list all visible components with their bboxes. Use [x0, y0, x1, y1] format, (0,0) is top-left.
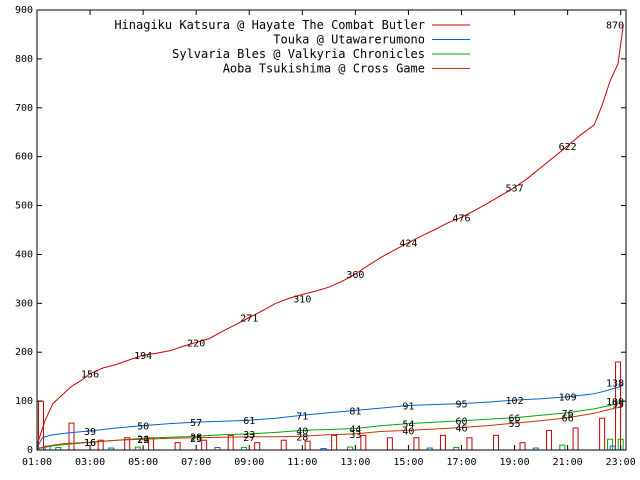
y-tick-label: 800	[15, 54, 33, 65]
data-label: 39	[84, 427, 96, 438]
bar-mark	[466, 437, 473, 451]
data-label: 622	[559, 142, 577, 153]
y-tick-label: 100	[15, 396, 33, 407]
legend-label: Hinagiku Katsura @ Hayate The Combat But…	[114, 18, 425, 32]
bar-mark	[386, 437, 393, 451]
data-label: 95	[612, 400, 624, 411]
data-label: 194	[134, 351, 152, 362]
y-tick-label: 500	[15, 201, 33, 212]
x-tick-label: 11:00	[287, 457, 317, 468]
x-tick-label: 13:00	[340, 457, 370, 468]
data-label: 28	[190, 432, 202, 443]
y-tick-label: 900	[15, 5, 33, 16]
data-label: 60	[455, 417, 467, 428]
data-label: 537	[506, 183, 524, 194]
bar-mark	[519, 442, 526, 451]
data-label: 102	[506, 396, 524, 407]
legend-label: Aoba Tsukishima @ Cross Game	[223, 62, 425, 76]
x-axis: 01:00 03:00 05:00 07:00 09:00 11:00 13:00 15:00…	[22, 10, 636, 468]
bar-mark	[360, 434, 367, 451]
data-label: 870	[606, 21, 624, 32]
data-labels-layer: 156 194 220 271 310 360 424 476 537 622 870 39 50 57 6…	[81, 21, 624, 450]
series-line	[36, 403, 624, 449]
bar-mark	[439, 434, 446, 451]
bar-mark	[572, 427, 579, 451]
y-tick-label: 0	[27, 445, 33, 456]
bar-mark	[280, 439, 287, 451]
data-label: 25	[190, 434, 202, 445]
data-label: 71	[296, 411, 308, 422]
data-label: 61	[243, 416, 255, 427]
data-label: 55	[509, 419, 521, 430]
bar-mark	[559, 444, 566, 451]
data-label: 66	[562, 414, 574, 425]
data-label: 40	[296, 426, 308, 437]
x-tick-label: 17:00	[446, 457, 476, 468]
data-label: 220	[187, 338, 205, 349]
data-label: 54	[402, 420, 414, 431]
data-label: 156	[81, 370, 99, 381]
legend: Hinagiku Katsura @ Hayate The Combat But…	[114, 18, 470, 76]
data-label: 46	[455, 424, 467, 435]
x-tick-label: 09:00	[234, 457, 264, 468]
data-label: 22	[137, 435, 149, 446]
bars-layer	[37, 361, 624, 451]
bar-mark	[599, 417, 606, 451]
data-label: 138	[606, 379, 624, 390]
data-label: 40	[402, 426, 414, 437]
data-label: 16	[84, 438, 96, 449]
y-tick-label: 200	[15, 347, 33, 358]
legend-label: Touka @ Utawarerumono	[273, 33, 425, 47]
data-label: 16	[84, 438, 96, 449]
bar-mark	[68, 422, 75, 451]
series-line	[36, 382, 624, 448]
y-tick-label: 700	[15, 103, 33, 114]
x-tick-label: 07:00	[181, 457, 211, 468]
data-label: 100	[606, 397, 624, 408]
data-label: 66	[509, 414, 521, 425]
data-label: 476	[452, 213, 470, 224]
x-tick-label: 05:00	[128, 457, 158, 468]
y-tick-label: 300	[15, 298, 33, 309]
bar-mark	[148, 437, 155, 451]
x-tick-label: 23:00	[606, 457, 636, 468]
data-label: 28	[296, 432, 308, 443]
y-axis: 0 100 200 300 400 500 600 700 800 900	[15, 5, 626, 456]
data-label: 50	[137, 422, 149, 433]
data-label: 76	[562, 409, 574, 420]
data-label: 27	[243, 433, 255, 444]
lines-layer	[36, 24, 624, 450]
bar-mark	[546, 429, 553, 451]
bar-mark	[254, 442, 261, 451]
data-label: 24	[137, 434, 149, 445]
series-line	[36, 24, 624, 446]
legend-label: Sylvaria Bles @ Valkyria Chronicles	[172, 47, 425, 61]
x-tick-label: 21:00	[553, 457, 583, 468]
bar-mark	[174, 442, 181, 451]
y-tick-label: 400	[15, 249, 33, 260]
bar-mark	[492, 434, 499, 451]
bar-mark	[331, 434, 338, 451]
data-label: 360	[346, 270, 364, 281]
x-tick-label: 03:00	[75, 457, 105, 468]
data-label: 33	[243, 430, 255, 441]
data-label: 44	[349, 424, 361, 435]
x-tick-label: 19:00	[500, 457, 530, 468]
data-label: 109	[559, 393, 577, 404]
data-label: 57	[190, 418, 202, 429]
data-label: 271	[240, 314, 258, 325]
bar-mark	[413, 437, 420, 451]
plot-frame	[36, 9, 627, 451]
x-tick-label: 01:00	[22, 457, 52, 468]
data-label: 33	[349, 430, 361, 441]
data-label: 91	[402, 402, 414, 413]
data-label: 81	[349, 406, 361, 417]
data-label: 424	[399, 239, 417, 250]
data-label: 95	[455, 400, 467, 411]
data-label: 310	[293, 294, 311, 305]
x-tick-label: 15:00	[393, 457, 423, 468]
bar-mark	[201, 439, 208, 451]
y-tick-label: 600	[15, 152, 33, 163]
